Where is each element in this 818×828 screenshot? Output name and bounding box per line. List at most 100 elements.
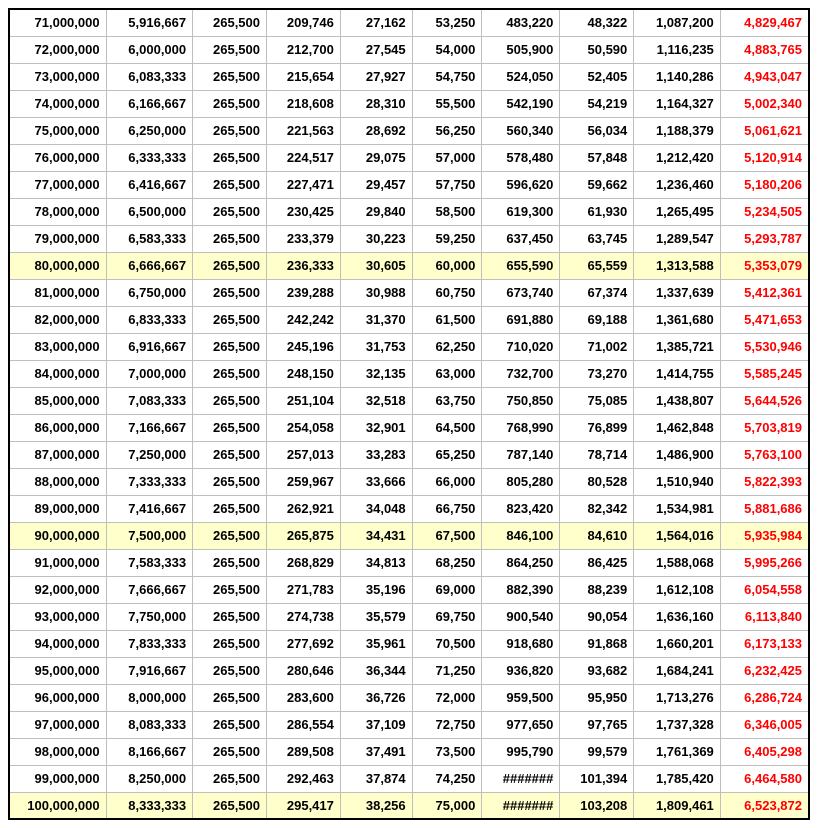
cell-col8: 1,188,379 bbox=[634, 117, 721, 144]
cell-col4: 29,075 bbox=[340, 144, 412, 171]
cell-col2: 265,500 bbox=[193, 549, 267, 576]
cell-col5: 67,500 bbox=[412, 522, 482, 549]
cell-col6: 596,620 bbox=[482, 171, 560, 198]
cell-col5: 61,500 bbox=[412, 306, 482, 333]
cell-col3: 254,058 bbox=[267, 414, 341, 441]
cell-col0: 100,000,000 bbox=[9, 792, 106, 819]
cell-col9: 5,293,787 bbox=[720, 225, 809, 252]
cell-col4: 37,109 bbox=[340, 711, 412, 738]
cell-col2: 265,500 bbox=[193, 711, 267, 738]
cell-col6: 864,250 bbox=[482, 549, 560, 576]
cell-col1: 7,500,000 bbox=[106, 522, 193, 549]
table-row: 85,000,0007,083,333265,500251,10432,5186… bbox=[9, 387, 809, 414]
cell-col0: 91,000,000 bbox=[9, 549, 106, 576]
cell-col9: 5,530,946 bbox=[720, 333, 809, 360]
cell-col5: 63,750 bbox=[412, 387, 482, 414]
cell-col3: 233,379 bbox=[267, 225, 341, 252]
cell-col1: 7,333,333 bbox=[106, 468, 193, 495]
cell-col5: 71,250 bbox=[412, 657, 482, 684]
cell-col2: 265,500 bbox=[193, 144, 267, 171]
cell-col6: 655,590 bbox=[482, 252, 560, 279]
cell-col1: 6,666,667 bbox=[106, 252, 193, 279]
cell-col2: 265,500 bbox=[193, 63, 267, 90]
cell-col9: 5,644,526 bbox=[720, 387, 809, 414]
table-row: 73,000,0006,083,333265,500215,65427,9275… bbox=[9, 63, 809, 90]
cell-col2: 265,500 bbox=[193, 738, 267, 765]
cell-col2: 265,500 bbox=[193, 306, 267, 333]
cell-col7: 88,239 bbox=[560, 576, 634, 603]
cell-col3: 227,471 bbox=[267, 171, 341, 198]
cell-col0: 85,000,000 bbox=[9, 387, 106, 414]
cell-col3: 283,600 bbox=[267, 684, 341, 711]
cell-col9: 6,464,580 bbox=[720, 765, 809, 792]
cell-col7: 57,848 bbox=[560, 144, 634, 171]
cell-col6: 505,900 bbox=[482, 36, 560, 63]
cell-col3: 248,150 bbox=[267, 360, 341, 387]
cell-col2: 265,500 bbox=[193, 657, 267, 684]
cell-col1: 6,500,000 bbox=[106, 198, 193, 225]
cell-col7: 54,219 bbox=[560, 90, 634, 117]
cell-col6: 637,450 bbox=[482, 225, 560, 252]
cell-col1: 7,166,667 bbox=[106, 414, 193, 441]
cell-col2: 265,500 bbox=[193, 333, 267, 360]
cell-col6: 673,740 bbox=[482, 279, 560, 306]
cell-col9: 6,054,558 bbox=[720, 576, 809, 603]
cell-col6: ####### bbox=[482, 765, 560, 792]
cell-col7: 61,930 bbox=[560, 198, 634, 225]
cell-col7: 93,682 bbox=[560, 657, 634, 684]
cell-col0: 78,000,000 bbox=[9, 198, 106, 225]
cell-col2: 265,500 bbox=[193, 576, 267, 603]
cell-col3: 274,738 bbox=[267, 603, 341, 630]
cell-col1: 7,916,667 bbox=[106, 657, 193, 684]
cell-col9: 4,883,765 bbox=[720, 36, 809, 63]
cell-col6: ####### bbox=[482, 792, 560, 819]
cell-col7: 95,950 bbox=[560, 684, 634, 711]
cell-col3: 212,700 bbox=[267, 36, 341, 63]
cell-col9: 5,471,653 bbox=[720, 306, 809, 333]
cell-col3: 268,829 bbox=[267, 549, 341, 576]
cell-col5: 69,750 bbox=[412, 603, 482, 630]
cell-col8: 1,289,547 bbox=[634, 225, 721, 252]
cell-col2: 265,500 bbox=[193, 279, 267, 306]
cell-col9: 6,286,724 bbox=[720, 684, 809, 711]
cell-col4: 33,283 bbox=[340, 441, 412, 468]
cell-col9: 5,763,100 bbox=[720, 441, 809, 468]
cell-col8: 1,785,420 bbox=[634, 765, 721, 792]
cell-col3: 292,463 bbox=[267, 765, 341, 792]
cell-col7: 82,342 bbox=[560, 495, 634, 522]
cell-col0: 76,000,000 bbox=[9, 144, 106, 171]
cell-col7: 78,714 bbox=[560, 441, 634, 468]
cell-col0: 73,000,000 bbox=[9, 63, 106, 90]
cell-col3: 257,013 bbox=[267, 441, 341, 468]
table-row: 87,000,0007,250,000265,500257,01333,2836… bbox=[9, 441, 809, 468]
cell-col3: 215,654 bbox=[267, 63, 341, 90]
cell-col8: 1,116,235 bbox=[634, 36, 721, 63]
cell-col8: 1,684,241 bbox=[634, 657, 721, 684]
cell-col9: 4,829,467 bbox=[720, 9, 809, 36]
cell-col2: 265,500 bbox=[193, 792, 267, 819]
cell-col6: 805,280 bbox=[482, 468, 560, 495]
table-body: 71,000,0005,916,667265,500209,74627,1625… bbox=[9, 9, 809, 819]
cell-col6: 995,790 bbox=[482, 738, 560, 765]
cell-col3: 277,692 bbox=[267, 630, 341, 657]
cell-col0: 75,000,000 bbox=[9, 117, 106, 144]
cell-col1: 6,750,000 bbox=[106, 279, 193, 306]
table-row: 76,000,0006,333,333265,500224,51729,0755… bbox=[9, 144, 809, 171]
cell-col4: 38,256 bbox=[340, 792, 412, 819]
cell-col8: 1,087,200 bbox=[634, 9, 721, 36]
cell-col8: 1,534,981 bbox=[634, 495, 721, 522]
cell-col3: 286,554 bbox=[267, 711, 341, 738]
cell-col8: 1,564,016 bbox=[634, 522, 721, 549]
cell-col4: 31,753 bbox=[340, 333, 412, 360]
cell-col7: 56,034 bbox=[560, 117, 634, 144]
cell-col1: 7,666,667 bbox=[106, 576, 193, 603]
cell-col1: 7,583,333 bbox=[106, 549, 193, 576]
cell-col1: 6,333,333 bbox=[106, 144, 193, 171]
cell-col7: 84,610 bbox=[560, 522, 634, 549]
table-row: 81,000,0006,750,000265,500239,28830,9886… bbox=[9, 279, 809, 306]
cell-col4: 29,457 bbox=[340, 171, 412, 198]
cell-col1: 6,833,333 bbox=[106, 306, 193, 333]
cell-col5: 72,750 bbox=[412, 711, 482, 738]
cell-col5: 64,500 bbox=[412, 414, 482, 441]
cell-col1: 6,583,333 bbox=[106, 225, 193, 252]
